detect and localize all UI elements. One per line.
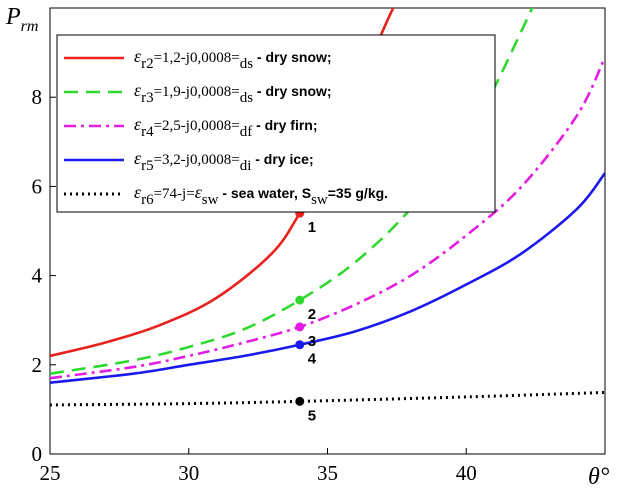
series-line-2 (50, 8, 534, 376)
data-point-label: 5 (308, 407, 316, 424)
marker-layer: 1 2 34 5 (295, 208, 317, 424)
legend-box (56, 34, 496, 213)
data-point-label: 1 (308, 219, 316, 236)
x-tick-label: 30 (178, 461, 199, 485)
y-tick-label: 8 (32, 85, 43, 109)
data-point-marker (295, 340, 305, 350)
x-tick-label: 25 (40, 461, 61, 485)
legend-label-3: εr4=2,5-j0,0008=df - dry firn; (134, 114, 318, 140)
data-point-marker (295, 322, 305, 332)
x-tick-label: 35 (317, 461, 338, 485)
y-tick-label: 2 (32, 353, 43, 377)
legend: εr2=1,2-j0,0008=ds - dry snow; εr3=1,9-j0… (56, 34, 496, 213)
x-axis-title: θ° (588, 464, 610, 490)
y-tick-label: 4 (32, 264, 43, 288)
legend-label-2: εr3=1,9-j0,0008=ds - dry snow; (134, 80, 332, 106)
series-line-4 (50, 172, 605, 384)
data-point-label: 3 (308, 333, 316, 350)
legend-label-4: εr5=3,2-j0,0008=di - dry ice; (134, 148, 314, 174)
data-point-marker (295, 295, 305, 305)
legend-label-1: εr2=1,2-j0,0008=ds - dry snow; (134, 46, 332, 72)
y-tick-label: 0 (32, 442, 43, 466)
data-point-label: 4 (308, 351, 317, 368)
series-line-3 (50, 56, 605, 380)
data-point-label: 2 (308, 306, 316, 323)
y-axis-title: Prm (5, 4, 38, 35)
y-tick-label: 6 (32, 174, 43, 198)
legend-label-5: εr6=74-j=εsw - sea water, Ssw=35 g/kg. (134, 182, 388, 208)
x-tick-label: 40 (456, 461, 477, 485)
data-point-marker (295, 396, 305, 406)
